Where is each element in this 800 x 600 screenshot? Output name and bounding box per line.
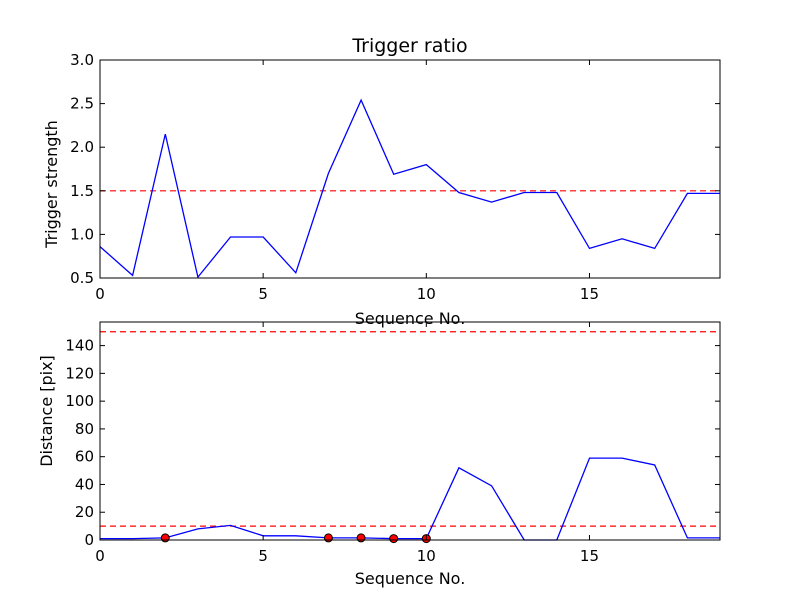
y-tick-label: 40 — [75, 475, 94, 493]
x-axis-label: Sequence No. — [355, 569, 466, 588]
x-tick-label: 0 — [95, 285, 105, 303]
y-tick-label: 60 — [75, 448, 94, 466]
series-line — [100, 457, 720, 541]
x-tick-label: 5 — [258, 285, 268, 303]
x-axis-label: Sequence No. — [355, 309, 466, 328]
y-tick-label: 100 — [65, 392, 94, 410]
y-tick-label: 0.5 — [70, 269, 94, 287]
x-tick-label: 10 — [417, 285, 436, 303]
plot-frame — [99, 321, 721, 541]
y-tick-label: 2.5 — [70, 95, 94, 113]
y-axis-label: Trigger strength — [42, 120, 61, 249]
x-tick-label: 15 — [580, 285, 599, 303]
series-line — [99, 98, 720, 279]
data-marker — [389, 534, 399, 544]
y-tick-label: 1.5 — [70, 182, 94, 200]
y-tick-label: 80 — [75, 420, 94, 438]
data-marker — [323, 533, 333, 543]
y-tick-label: 0 — [84, 531, 94, 549]
distance-panel: Sequence No. Distance [pix] 0 5 10 15 0 20 40 6… — [37, 321, 721, 588]
trigger-ratio-panel: Trigger ratio Sequence No. Trigger stren… — [42, 35, 721, 328]
plot-frame — [99, 59, 721, 279]
y-tick-label: 1.0 — [70, 225, 94, 243]
y-tick-label: 3.0 — [70, 51, 94, 69]
y-tick-label: 20 — [75, 503, 94, 521]
data-marker — [160, 533, 170, 543]
x-tick-label: 10 — [417, 547, 436, 565]
chart-title: Trigger ratio — [351, 35, 467, 57]
y-tick-label: 2.0 — [70, 138, 94, 156]
y-tick-label: 120 — [65, 364, 94, 382]
y-tick-label: 140 — [65, 337, 94, 355]
x-tick-label: 15 — [580, 547, 599, 565]
data-marker — [356, 533, 366, 543]
x-tick-label: 5 — [258, 547, 268, 565]
x-tick-label: 0 — [95, 547, 105, 565]
y-axis-label: Distance [pix] — [37, 355, 56, 467]
